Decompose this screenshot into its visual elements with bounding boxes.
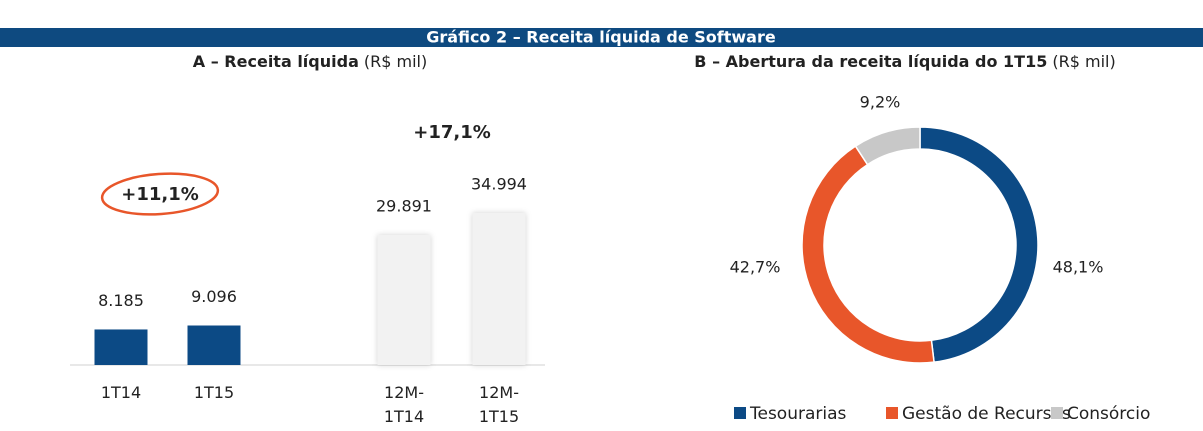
- legend-label: Gestão de Recursos: [902, 404, 1071, 424]
- header-bar: [0, 28, 1203, 47]
- annotation: +11,1%: [121, 184, 199, 205]
- legend-swatch: [886, 407, 898, 419]
- value-label: 48,1%: [1053, 258, 1104, 277]
- x-tick-label: 1T15: [193, 383, 235, 402]
- value-label: 34.994: [471, 175, 527, 194]
- subtitle-b-title: B – Abertura da receita líquida do 1T15: [694, 52, 1047, 71]
- legend-swatch: [734, 407, 746, 419]
- annotation: +17,1%: [413, 122, 491, 143]
- value-label: 9,2%: [860, 93, 901, 112]
- subtitle-a-unit: (R$ mil): [364, 52, 427, 71]
- value-label: 29.891: [376, 197, 432, 216]
- subtitle-b: B – Abertura da receita líquida do 1T15 (…: [694, 52, 1115, 71]
- bar: [472, 213, 526, 365]
- value-label: 42,7%: [730, 258, 781, 277]
- legend-swatch: [1051, 407, 1063, 419]
- value-label: 8.185: [98, 291, 144, 310]
- x-tick-label: 1T14: [100, 383, 142, 402]
- header-title: Gráfico 2 – Receita líquida de Software: [426, 28, 776, 47]
- x-tick-label: 12M-1T14: [383, 383, 425, 426]
- donut-slice: [854, 126, 921, 166]
- highlight-circle: [100, 172, 220, 216]
- subtitle-b-unit: (R$ mil): [1052, 52, 1115, 71]
- value-label: 9.096: [191, 287, 237, 306]
- bar: [94, 329, 148, 365]
- x-tick-label: 12M-1T15: [478, 383, 520, 426]
- donut-slice: [919, 126, 1039, 363]
- legend-label: Tesourarias: [749, 404, 847, 424]
- subtitle-a: A – Receita líquida (R$ mil): [193, 52, 427, 71]
- bar: [187, 325, 241, 365]
- donut-slice: [801, 145, 935, 364]
- subtitle-a-title: A – Receita líquida: [193, 52, 359, 71]
- bar: [377, 235, 431, 365]
- legend-label: Consórcio: [1067, 404, 1150, 424]
